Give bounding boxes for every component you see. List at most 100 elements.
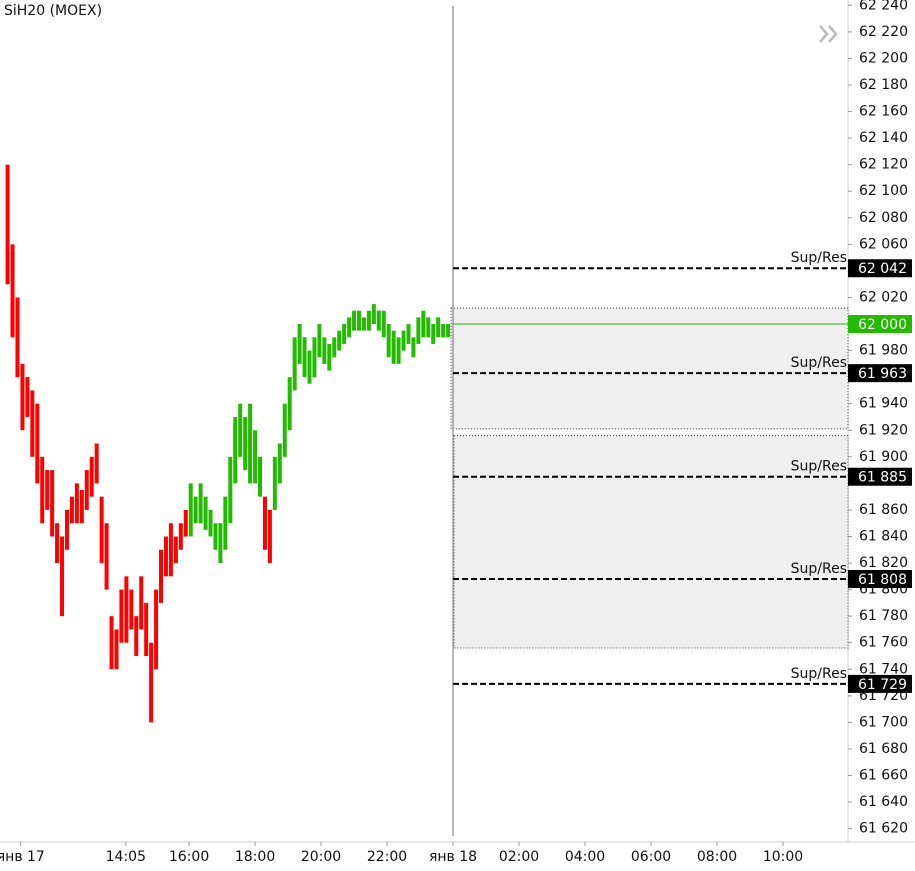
candle xyxy=(25,377,30,417)
candle xyxy=(277,443,282,484)
y-tick-label: 61 660 xyxy=(859,768,908,784)
candle xyxy=(129,589,134,630)
candle xyxy=(253,430,258,484)
candle xyxy=(55,523,60,564)
candle xyxy=(406,324,411,344)
candle xyxy=(193,496,198,524)
candle xyxy=(198,483,203,524)
y-tick-label: 62 220 xyxy=(859,24,908,40)
candle xyxy=(307,350,312,384)
candle xyxy=(10,244,15,338)
candle xyxy=(416,317,421,344)
candle xyxy=(436,317,441,338)
x-tick-label: 14:05 xyxy=(106,849,146,865)
candle xyxy=(327,343,332,371)
y-tick-label: 61 620 xyxy=(859,821,908,837)
sr-label: Sup/Res xyxy=(791,459,847,475)
candle xyxy=(5,164,10,285)
candle xyxy=(104,523,109,590)
y-tick-label: 62 120 xyxy=(859,157,908,173)
last-price-box xyxy=(848,315,912,334)
y-tick-label: 61 940 xyxy=(859,396,908,412)
sr-value-box xyxy=(848,364,912,383)
candle xyxy=(366,310,371,331)
y-tick-label: 62 020 xyxy=(859,289,908,305)
candle xyxy=(178,523,183,550)
scroll-button[interactable] xyxy=(819,25,838,43)
sr-label: Sup/Res xyxy=(791,561,847,577)
candle xyxy=(213,523,218,550)
x-tick-label: 18:00 xyxy=(235,849,275,865)
candle xyxy=(20,363,25,431)
y-tick-label: 61 860 xyxy=(859,502,908,518)
candle xyxy=(356,310,361,331)
candle xyxy=(371,304,376,325)
x-tick-label: 04:00 xyxy=(565,849,605,865)
candle xyxy=(342,324,347,344)
candle xyxy=(114,629,119,670)
candle xyxy=(302,337,307,378)
candle xyxy=(248,403,253,484)
candle xyxy=(168,523,173,577)
candle xyxy=(223,496,228,550)
candle xyxy=(282,403,287,457)
candle xyxy=(94,443,99,484)
sr-value-box xyxy=(848,674,912,693)
candle xyxy=(149,642,154,723)
y-tick-label: 61 700 xyxy=(859,714,908,730)
sr-value-box xyxy=(848,569,912,588)
candle xyxy=(163,536,168,577)
candle xyxy=(243,416,248,471)
sr-value-box xyxy=(848,467,912,486)
x-tick-label: янв 17 xyxy=(0,849,45,865)
sr-value-label: 61 963 xyxy=(858,366,907,382)
candle xyxy=(203,496,208,530)
sr-zone xyxy=(453,435,849,649)
y-tick-label: 61 780 xyxy=(859,608,908,624)
y-tick-label: 62 200 xyxy=(859,50,908,66)
candle xyxy=(84,470,89,510)
candle xyxy=(267,509,272,564)
y-tick-label: 61 820 xyxy=(859,555,908,571)
candle xyxy=(208,509,213,537)
candle xyxy=(139,576,144,630)
candle xyxy=(386,324,391,358)
sr-value-box xyxy=(848,259,912,278)
y-tick-label: 62 140 xyxy=(859,130,908,146)
candle xyxy=(79,490,84,524)
candle xyxy=(312,337,317,378)
candle xyxy=(287,377,292,431)
candle xyxy=(337,330,342,351)
candle xyxy=(218,523,223,564)
y-tick-label: 61 920 xyxy=(859,422,908,438)
candle xyxy=(446,324,451,338)
y-tick-label: 62 180 xyxy=(859,77,908,93)
y-tick-label: 61 900 xyxy=(859,449,908,465)
candle xyxy=(228,456,233,524)
x-tick-label: 22:00 xyxy=(367,849,407,865)
sr-zone xyxy=(450,307,849,430)
sr-value-label: 61 885 xyxy=(858,470,907,486)
y-tick-label: 61 760 xyxy=(859,635,908,651)
candle xyxy=(401,330,406,351)
x-tick-label: 16:00 xyxy=(169,849,209,865)
candle xyxy=(50,470,55,537)
last-price-label: 62 000 xyxy=(858,317,907,333)
y-tick-label: 61 980 xyxy=(859,343,908,359)
candle xyxy=(109,616,114,670)
sr-value-label: 62 042 xyxy=(858,261,907,277)
candle xyxy=(15,297,20,378)
candle xyxy=(119,589,124,643)
y-tick-label: 62 160 xyxy=(859,104,908,120)
candle xyxy=(233,416,238,484)
y-tick-label: 62 060 xyxy=(859,236,908,252)
candle xyxy=(60,536,65,617)
x-tick-label: 02:00 xyxy=(499,849,539,865)
candle xyxy=(154,589,159,670)
candle xyxy=(183,509,188,537)
candle xyxy=(89,456,94,497)
candle xyxy=(441,324,446,338)
sr-label: Sup/Res xyxy=(791,355,847,371)
candle xyxy=(258,456,263,497)
